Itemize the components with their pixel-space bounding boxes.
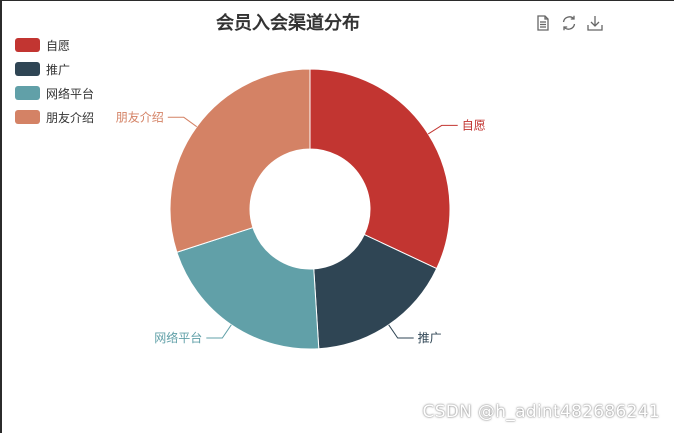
legend-swatch: [15, 38, 40, 52]
legend-swatch: [15, 86, 40, 100]
pie-slice[interactable]: [313, 233, 438, 350]
watermark: CSDN @h_adint482686241: [422, 402, 660, 422]
label-leader-line: [388, 324, 414, 339]
slice-label: 推广: [418, 331, 442, 345]
refresh-icon[interactable]: [560, 14, 578, 32]
label-leader-line: [167, 116, 198, 128]
save-image-icon[interactable]: [586, 14, 604, 32]
window-border-top: [0, 0, 674, 1]
slice-label: 自愿: [462, 118, 486, 132]
legend-label: 网络平台: [46, 86, 95, 101]
legend-label: 朋友介绍: [46, 110, 95, 125]
legend-swatch: [15, 110, 40, 124]
legend-label: 推广: [46, 62, 71, 77]
pie-slice[interactable]: [169, 68, 311, 253]
label-leader-line: [427, 124, 458, 135]
window-border-left: [0, 0, 2, 433]
legend-item-tuiguang[interactable]: 推广: [15, 57, 94, 81]
chart-toolbox: [534, 14, 612, 32]
legend-swatch: [15, 62, 40, 76]
pie-slice[interactable]: [309, 68, 451, 270]
legend-item-ziyuan[interactable]: 自愿: [15, 33, 94, 57]
slice-label: 网络平台: [154, 330, 202, 345]
data-view-icon[interactable]: [534, 14, 552, 32]
legend-label: 自愿: [46, 38, 71, 53]
chart-legend: 自愿 推广 网络平台 朋友介绍: [15, 33, 94, 129]
pie-slice[interactable]: [176, 226, 320, 350]
legend-item-pengyou[interactable]: 朋友介绍: [15, 105, 94, 129]
slice-label: 朋友介绍: [116, 110, 164, 124]
legend-item-wangluo[interactable]: 网络平台: [15, 81, 94, 105]
label-leader-line: [206, 324, 232, 339]
chart-title: 会员入会渠道分布: [216, 13, 360, 34]
